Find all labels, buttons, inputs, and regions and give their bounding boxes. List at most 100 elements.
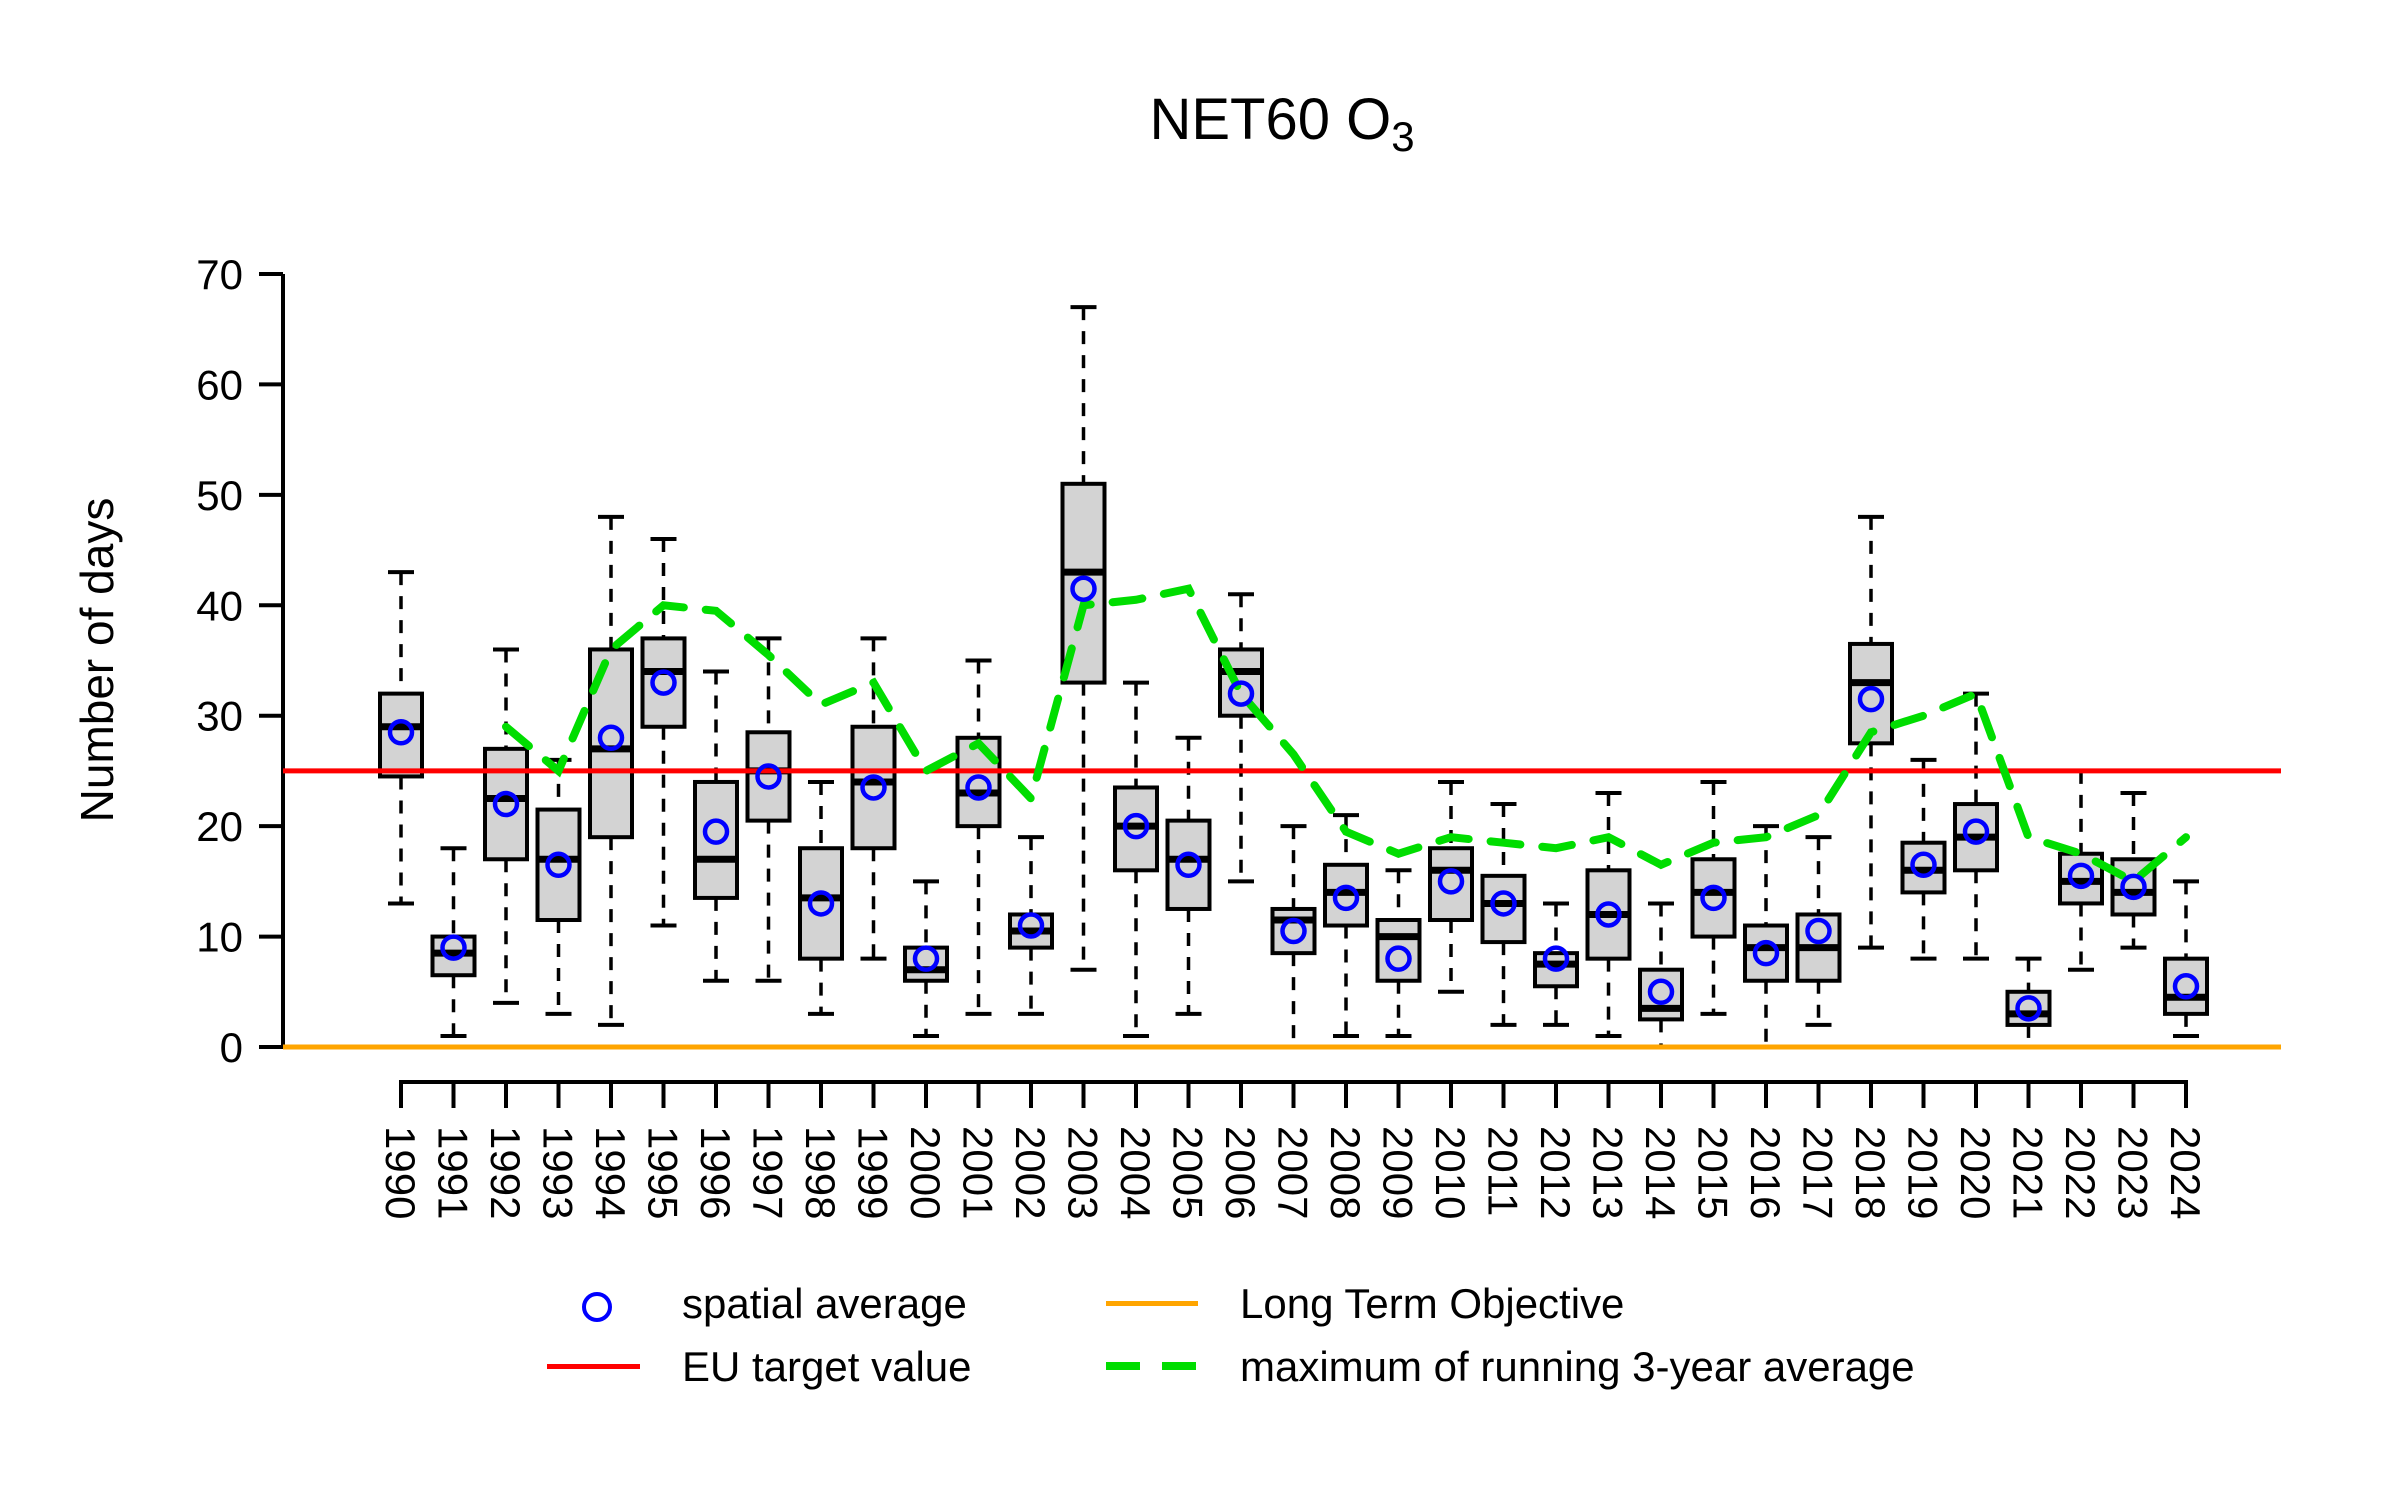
spatial-average-point-2008: [1332, 884, 1360, 912]
spatial-average-markers: [387, 575, 2200, 1022]
x-tick-label: 2004: [1112, 1126, 1159, 1219]
boxplot-2019: [1900, 757, 1947, 961]
x-tick-label: 1993: [535, 1126, 582, 1219]
boxplot-2020: [1953, 691, 1999, 961]
boxplot-2003: [1060, 305, 1107, 972]
x-tick-label: 1990: [377, 1126, 424, 1219]
legend-spatial-average-label: spatial average: [682, 1280, 967, 1327]
boxplot-2024: [2163, 879, 2209, 1038]
x-tick-label: 1999: [850, 1126, 897, 1219]
y-tick-label: 60: [196, 361, 243, 408]
legend-spatial-average-icon: [582, 1292, 612, 1322]
iqr-box: [483, 746, 529, 862]
boxplot-2014: [1638, 901, 1684, 1049]
spatial-average-point-2009: [1385, 945, 1412, 972]
boxplot-1991: [430, 846, 477, 1038]
spatial-average-point-2006: [1227, 680, 1255, 707]
spatial-average-point-2001: [965, 774, 992, 801]
boxplot-1992: [483, 647, 529, 1005]
x-tick-label: 1995: [640, 1126, 687, 1219]
running-avg-line: [502, 584, 2190, 887]
spatial-average-point-2010: [1437, 868, 1465, 895]
boxplot-1993: [535, 757, 582, 1016]
spatial-average-point-2019: [1910, 851, 1937, 879]
spatial-average-point-2013: [1595, 901, 1622, 928]
spatial-average-point-1998: [807, 890, 835, 917]
boxplot-2005: [1165, 735, 1212, 1016]
x-axis: 1990 1991 1992 1993 1994 1995 1996 1997 1998 1999…: [377, 1080, 2209, 1219]
x-tick-label: 2010: [1427, 1126, 1474, 1219]
x-tick-label: 2000: [902, 1126, 949, 1219]
spatial-average-point-1990: [387, 719, 415, 746]
x-tick-label: 1998: [797, 1126, 844, 1219]
boxplot-2002: [1008, 835, 1054, 1016]
iqr-box: [640, 636, 687, 729]
spatial-average-point-1999: [860, 774, 887, 801]
iqr-box: [693, 779, 739, 900]
x-tick-label: 2013: [1585, 1126, 1632, 1219]
x-tick-label: 2014: [1637, 1126, 1684, 1219]
spatial-average-point-1997: [755, 763, 782, 790]
boxplot-2015: [1690, 779, 1737, 1016]
spatial-average-point-2023: [2120, 873, 2147, 901]
x-tick-label: 2006: [1217, 1126, 1264, 1219]
chart-title-main: NET60 O: [1149, 87, 1392, 152]
boxplot-2001: [955, 658, 1002, 1016]
boxplot-1990: [378, 570, 424, 906]
boxplot-2013: [1585, 791, 1632, 1038]
iqr-box: [1480, 873, 1527, 945]
spatial-average-point-2017: [1805, 917, 1832, 945]
x-tick-label: 2001: [955, 1126, 1002, 1219]
x-tick-label: 2008: [1322, 1126, 1369, 1219]
boxplot-2008: [1323, 813, 1369, 1038]
x-tick-label: 2002: [1007, 1126, 1054, 1219]
x-tick-label: 2021: [2005, 1126, 2052, 1219]
spatial-average-point-2012: [1542, 945, 1570, 972]
spatial-average-point-2018: [1857, 685, 1885, 713]
legend-eu-target-label: EU target value: [682, 1343, 972, 1390]
x-tick-label: 2005: [1165, 1126, 1212, 1219]
spatial-average-point-1992: [492, 790, 520, 818]
iqr-box: [798, 846, 844, 961]
iqr-box: [1270, 906, 1317, 956]
x-tick-label: 1997: [745, 1126, 792, 1219]
spatial-average-point-2020: [1962, 818, 1990, 845]
spatial-average-point-2014: [1647, 978, 1675, 1006]
spatial-average-point-2024: [2172, 973, 2200, 1000]
spatial-average-point-1996: [702, 818, 730, 845]
x-tick-label: 2024: [2162, 1126, 2209, 1219]
iqr-box: [850, 724, 897, 851]
iqr-box: [903, 945, 949, 983]
x-tick-label: 2023: [2110, 1126, 2157, 1219]
y-axis: 0 10 20 30 40 50 60 70: [196, 251, 285, 1071]
spatial-average-point-1991: [440, 934, 467, 961]
iqr-box: [1638, 967, 1684, 1022]
x-tick-label: 2009: [1375, 1126, 1422, 1219]
iqr-box: [2005, 989, 2052, 1027]
spatial-average-point-2005: [1175, 851, 1202, 879]
spatial-average-point-2011: [1490, 890, 1517, 917]
spatial-average-point-2015: [1700, 884, 1727, 912]
x-tick-label: 2020: [1952, 1126, 1999, 1219]
boxplot-2023: [2110, 791, 2157, 950]
x-tick-label: 2007: [1270, 1126, 1317, 1219]
x-tick-label: 2012: [1532, 1126, 1579, 1219]
x-tick-label: 2016: [1742, 1126, 1789, 1219]
spatial-average-point-2021: [2015, 995, 2042, 1022]
legend-eu-target-icon: [547, 1364, 640, 1369]
boxplot-2007: [1270, 824, 1317, 1049]
legend-long-term-objective-label: Long Term Objective: [1240, 1280, 1625, 1327]
spatial-average-point-1993: [545, 851, 572, 879]
x-tick-label: 1992: [482, 1126, 529, 1219]
boxplot-2021: [2005, 956, 2052, 1049]
boxplot-2022: [2058, 768, 2104, 972]
x-tick-label: 1996: [692, 1126, 739, 1219]
iqr-box: [1848, 641, 1894, 746]
boxplot-2017: [1795, 835, 1842, 1027]
y-tick-label: 10: [196, 914, 243, 961]
iqr-box: [1690, 857, 1737, 939]
boxplot-1997: [745, 636, 792, 983]
x-tick-label: 2011: [1480, 1126, 1527, 1216]
